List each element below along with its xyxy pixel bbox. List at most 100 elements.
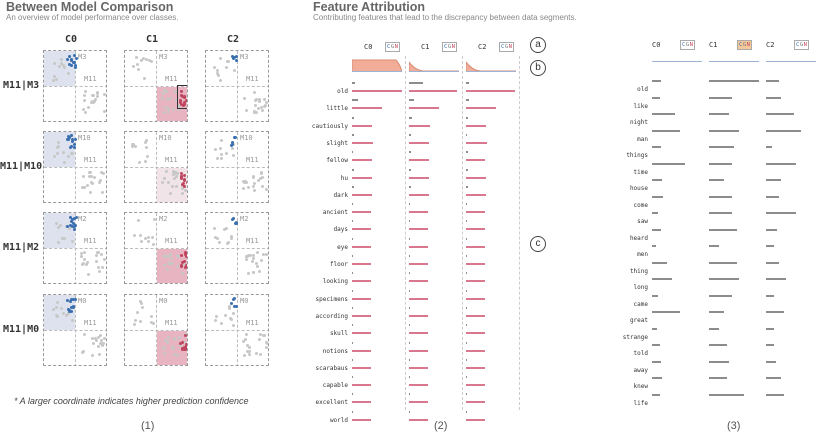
grey-bar bbox=[352, 99, 358, 102]
pink-bar bbox=[352, 141, 373, 144]
grey-bar bbox=[766, 327, 774, 330]
data-point bbox=[181, 103, 185, 107]
divider-horizontal bbox=[206, 86, 268, 87]
pink-bar bbox=[409, 401, 428, 404]
data-point bbox=[179, 98, 183, 102]
scatter-cell[interactable]: M3 M11 bbox=[205, 50, 269, 122]
data-point bbox=[182, 100, 186, 104]
data-point bbox=[53, 75, 57, 79]
grey-bar bbox=[766, 311, 784, 313]
pink-bar bbox=[352, 176, 372, 179]
feature-word: capable bbox=[322, 382, 348, 390]
scatter-cell[interactable]: M0 M11 bbox=[124, 294, 188, 366]
data-point bbox=[162, 89, 166, 93]
feature-word: fellow bbox=[326, 157, 348, 165]
scatter-cell[interactable]: M10 M11 bbox=[205, 131, 269, 203]
pink-bar bbox=[466, 384, 485, 387]
data-point bbox=[146, 235, 150, 239]
scatter-cell[interactable]: M3 M11 bbox=[124, 50, 188, 122]
grey-bar bbox=[409, 410, 410, 413]
data-point bbox=[179, 176, 183, 180]
data-point bbox=[261, 252, 265, 256]
grey-bar bbox=[766, 80, 779, 82]
data-point bbox=[66, 72, 70, 76]
data-point bbox=[234, 222, 238, 226]
scatter-cell[interactable]: M3 M11 bbox=[43, 50, 107, 122]
model-tag: M2 bbox=[159, 215, 168, 223]
panel2-caption: (2) bbox=[434, 420, 448, 432]
data-point bbox=[66, 137, 70, 141]
column-header: C0 bbox=[364, 43, 373, 51]
baseline bbox=[352, 71, 402, 72]
data-point bbox=[90, 94, 94, 98]
column-separator bbox=[462, 56, 463, 410]
data-point bbox=[185, 263, 187, 267]
grey-bar bbox=[352, 324, 353, 327]
grey-bar bbox=[409, 393, 410, 396]
feature-word: skull bbox=[329, 330, 348, 338]
data-point bbox=[59, 58, 63, 62]
data-point bbox=[166, 261, 170, 265]
pink-bar bbox=[466, 211, 485, 214]
data-point bbox=[82, 333, 86, 337]
scatter-cell[interactable]: M2 M11 bbox=[205, 212, 269, 284]
cgn-legend[interactable]: CGN bbox=[794, 40, 810, 50]
pink-bar bbox=[352, 193, 372, 196]
data-point bbox=[251, 176, 255, 180]
data-point bbox=[72, 216, 76, 220]
grey-bar bbox=[709, 327, 719, 330]
grey-bar bbox=[409, 289, 410, 292]
data-point bbox=[245, 344, 249, 348]
feature-word: life bbox=[633, 399, 648, 407]
cgn-letter: N bbox=[746, 42, 751, 48]
scatter-cell[interactable]: M2 M11 bbox=[124, 212, 188, 284]
data-point bbox=[91, 353, 95, 357]
grey-bar bbox=[409, 168, 411, 171]
data-point bbox=[260, 109, 264, 113]
grey-bar bbox=[766, 195, 779, 198]
scatter-cell[interactable]: M2 M11 bbox=[43, 212, 107, 284]
pink-bar bbox=[466, 366, 485, 369]
data-point bbox=[247, 271, 251, 275]
pink-bar bbox=[409, 107, 439, 110]
data-point bbox=[73, 227, 77, 231]
cgn-legend[interactable]: CGN bbox=[680, 40, 696, 50]
scatter-cell[interactable]: M0 M11 bbox=[43, 294, 107, 366]
data-point bbox=[80, 251, 84, 255]
cgn-legend[interactable]: CGN bbox=[737, 40, 753, 50]
data-point bbox=[94, 98, 98, 102]
data-point bbox=[137, 160, 141, 164]
scatter-cell[interactable]: M10 M11 bbox=[43, 131, 107, 203]
pink-bar bbox=[466, 245, 485, 248]
data-point bbox=[184, 189, 187, 193]
data-point bbox=[164, 106, 167, 110]
data-point bbox=[232, 323, 236, 327]
cgn-legend[interactable]: CGN bbox=[442, 42, 458, 52]
data-point bbox=[70, 140, 74, 144]
feature-word: hu bbox=[340, 174, 348, 182]
cgn-legend[interactable]: CGN bbox=[385, 42, 401, 52]
data-point bbox=[252, 253, 256, 257]
data-point bbox=[82, 94, 86, 98]
grey-bar bbox=[352, 116, 354, 119]
data-point bbox=[56, 301, 60, 305]
data-point bbox=[220, 156, 224, 160]
scatter-cell[interactable]: M0 M11 bbox=[205, 294, 269, 366]
data-point bbox=[259, 352, 263, 356]
divider-horizontal bbox=[125, 167, 187, 168]
data-point bbox=[145, 154, 149, 158]
data-point bbox=[185, 345, 187, 349]
pink-bar bbox=[466, 176, 486, 179]
grey-bar bbox=[352, 237, 353, 240]
data-point bbox=[262, 333, 266, 337]
data-point bbox=[164, 338, 168, 342]
data-point bbox=[214, 318, 217, 322]
selection-box[interactable] bbox=[177, 85, 187, 109]
data-point bbox=[150, 315, 154, 319]
model-tag: M2 bbox=[240, 215, 249, 223]
scatter-cell[interactable]: M10 M11 bbox=[124, 131, 188, 203]
data-point bbox=[215, 314, 219, 318]
cgn-legend[interactable]: CGN bbox=[499, 42, 515, 52]
data-point bbox=[171, 108, 175, 112]
data-point bbox=[174, 174, 178, 178]
